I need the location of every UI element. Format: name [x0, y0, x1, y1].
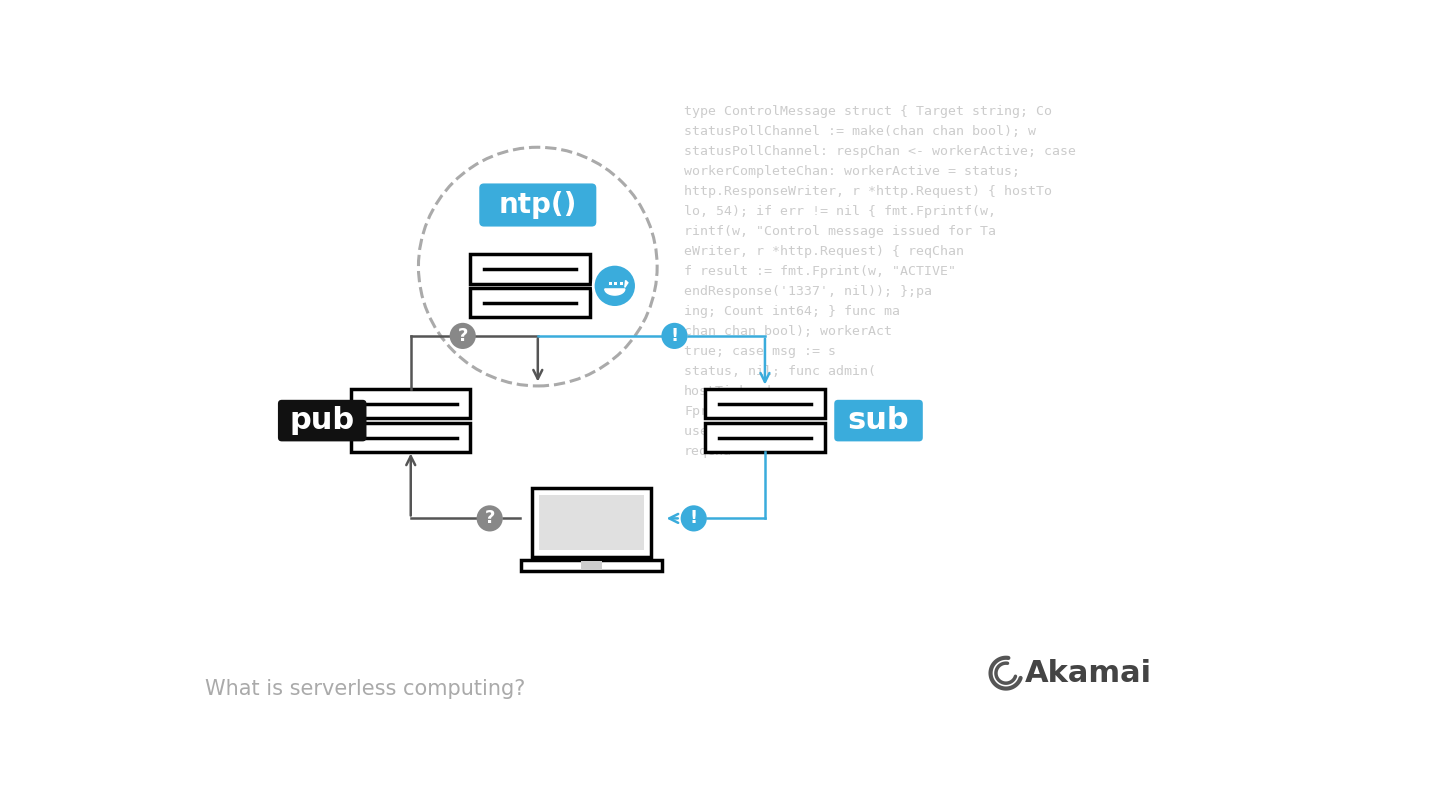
- Bar: [351, 423, 471, 452]
- Text: hostTickand: hostTickand: [684, 386, 772, 399]
- Text: statusPollChannel: respChan <- workerActive; case: statusPollChannel: respChan <- workerAct…: [684, 145, 1076, 158]
- Bar: [613, 281, 618, 285]
- Text: pub: pub: [289, 406, 354, 435]
- Bar: [706, 423, 825, 452]
- Text: Fprintf(w,: Fprintf(w,: [684, 405, 765, 418]
- Circle shape: [449, 323, 475, 349]
- Text: ?: ?: [484, 509, 495, 527]
- Bar: [351, 389, 471, 418]
- Circle shape: [681, 505, 707, 531]
- Text: chan chan bool); workerAct: chan chan bool); workerAct: [684, 325, 893, 338]
- Polygon shape: [625, 280, 628, 288]
- Circle shape: [661, 323, 687, 349]
- Text: ing; Count int64; } func ma: ing; Count int64; } func ma: [684, 305, 900, 318]
- Bar: [521, 560, 662, 571]
- Text: rintf(w, "Control message issued for Ta: rintf(w, "Control message issued for Ta: [684, 225, 996, 238]
- Text: workerCompleteChan: workerActive = status;: workerCompleteChan: workerActive = statu…: [684, 165, 1020, 178]
- Bar: [619, 281, 622, 285]
- Bar: [471, 254, 590, 284]
- Text: sub: sub: [848, 406, 909, 435]
- Text: http.ResponseWriter, r *http.Request) { hostTo: http.ResponseWriter, r *http.Request) { …: [684, 185, 1053, 198]
- Text: statusPollChannel := make(chan chan bool); w: statusPollChannel := make(chan chan bool…: [684, 125, 1037, 138]
- Text: What is serverless computing?: What is serverless computing?: [204, 680, 526, 699]
- Text: status, nil; func admin(: status, nil; func admin(: [684, 365, 876, 378]
- Text: eWriter, r *http.Request) { reqChan: eWriter, r *http.Request) { reqChan: [684, 245, 965, 258]
- Text: used for Ta: used for Ta: [684, 425, 772, 438]
- Text: !: !: [671, 327, 678, 345]
- Text: !: !: [690, 509, 698, 527]
- Circle shape: [593, 264, 636, 308]
- Text: Akamai: Akamai: [1024, 659, 1152, 688]
- Bar: [706, 389, 825, 418]
- Text: type ControlMessage struct { Target string; Co: type ControlMessage struct { Target stri…: [684, 105, 1053, 118]
- Text: f result := fmt.Fprint(w, "ACTIVE": f result := fmt.Fprint(w, "ACTIVE": [684, 265, 956, 278]
- Polygon shape: [605, 289, 625, 295]
- FancyBboxPatch shape: [480, 183, 596, 227]
- Bar: [531, 488, 651, 557]
- Text: ntp(): ntp(): [498, 191, 577, 219]
- Bar: [471, 288, 590, 318]
- Text: endResponse('1337', nil)); };pa: endResponse('1337', nil)); };pa: [684, 285, 932, 298]
- Bar: [580, 561, 602, 570]
- Text: true; case msg := s: true; case msg := s: [684, 345, 837, 358]
- Bar: [539, 495, 645, 550]
- FancyBboxPatch shape: [834, 400, 923, 441]
- Text: ?: ?: [458, 327, 468, 345]
- Text: reqCha: reqCha: [684, 446, 732, 458]
- Circle shape: [477, 505, 503, 531]
- FancyBboxPatch shape: [278, 400, 366, 441]
- Bar: [608, 281, 612, 285]
- Text: lo, 54); if err != nil { fmt.Fprintf(w,: lo, 54); if err != nil { fmt.Fprintf(w,: [684, 205, 996, 218]
